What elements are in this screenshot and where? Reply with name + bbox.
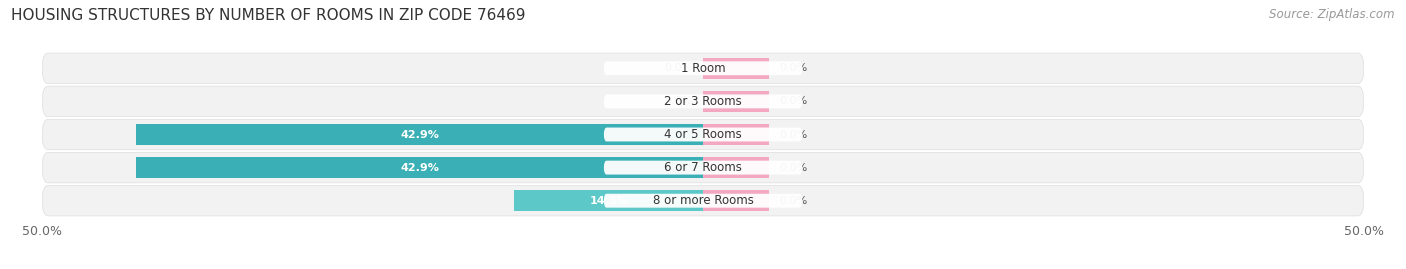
Bar: [703, 58, 769, 79]
FancyBboxPatch shape: [605, 94, 801, 108]
Text: 0.0%: 0.0%: [780, 63, 808, 73]
FancyBboxPatch shape: [42, 86, 1364, 117]
Text: Source: ZipAtlas.com: Source: ZipAtlas.com: [1270, 8, 1395, 21]
FancyBboxPatch shape: [605, 161, 801, 175]
Text: 6 or 7 Rooms: 6 or 7 Rooms: [664, 161, 742, 174]
Text: 42.9%: 42.9%: [401, 162, 439, 173]
Text: 0.0%: 0.0%: [780, 96, 808, 107]
FancyBboxPatch shape: [42, 53, 1364, 83]
Text: 4 or 5 Rooms: 4 or 5 Rooms: [664, 128, 742, 141]
Bar: [703, 157, 769, 178]
Text: 8 or more Rooms: 8 or more Rooms: [652, 194, 754, 207]
Text: 14.3%: 14.3%: [589, 196, 628, 206]
Bar: [136, 157, 703, 178]
FancyBboxPatch shape: [605, 128, 801, 141]
Text: 0.0%: 0.0%: [664, 96, 692, 107]
Bar: [136, 124, 703, 145]
Text: 0.0%: 0.0%: [780, 162, 808, 173]
Text: 0.0%: 0.0%: [780, 196, 808, 206]
Bar: [515, 190, 703, 211]
Text: 0.0%: 0.0%: [780, 129, 808, 140]
Bar: [703, 124, 769, 145]
Text: 42.9%: 42.9%: [401, 129, 439, 140]
FancyBboxPatch shape: [42, 152, 1364, 183]
Text: 2 or 3 Rooms: 2 or 3 Rooms: [664, 95, 742, 108]
Text: 1 Room: 1 Room: [681, 62, 725, 75]
Text: HOUSING STRUCTURES BY NUMBER OF ROOMS IN ZIP CODE 76469: HOUSING STRUCTURES BY NUMBER OF ROOMS IN…: [11, 8, 526, 23]
Bar: [703, 190, 769, 211]
FancyBboxPatch shape: [42, 119, 1364, 150]
Bar: [703, 91, 769, 112]
FancyBboxPatch shape: [605, 194, 801, 208]
FancyBboxPatch shape: [605, 61, 801, 75]
FancyBboxPatch shape: [42, 186, 1364, 216]
Text: 0.0%: 0.0%: [664, 63, 692, 73]
